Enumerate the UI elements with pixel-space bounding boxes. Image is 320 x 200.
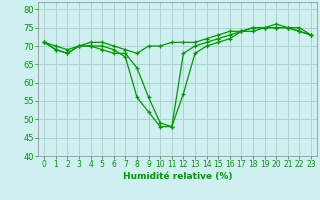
X-axis label: Humidité relative (%): Humidité relative (%)	[123, 172, 232, 181]
